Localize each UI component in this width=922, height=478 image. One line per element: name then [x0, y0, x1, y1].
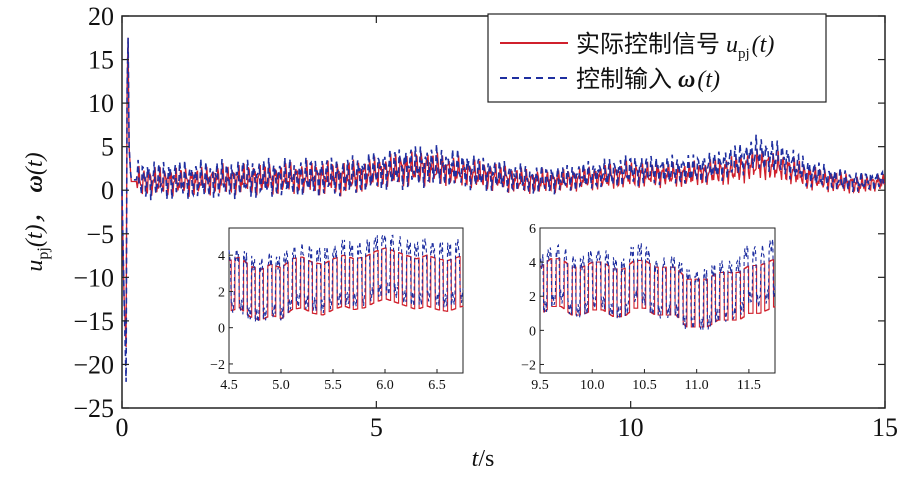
inset-y-tick-label: 0 — [529, 324, 536, 339]
y-tick-label: 10 — [88, 89, 114, 118]
y-tick-label: −25 — [73, 394, 114, 423]
y-tick-label: 0 — [101, 176, 114, 205]
inset-x-tick-label: 10.0 — [580, 378, 605, 393]
x-tick-label: 5 — [370, 413, 383, 442]
inset-y-tick-label: 0 — [218, 322, 225, 337]
x-axis-title: t/s — [472, 446, 495, 472]
inset-series-input — [539, 239, 776, 331]
x-tick-label: 0 — [116, 413, 129, 442]
inset-1-series-group — [228, 234, 464, 323]
inset-x-tick-label: 6.0 — [376, 378, 394, 393]
inset-2-ticks-group: 9.5 10.0 10.5 11.0 11.5 6 4 2 0 −2 — [521, 222, 761, 393]
y-axis-title: upj(t)，ω(t) — [22, 152, 52, 271]
y-tick-label: 5 — [101, 133, 114, 162]
inset-series-input — [228, 234, 464, 323]
inset-x-tick-label: 11.5 — [737, 378, 761, 393]
y-tick-label: 20 — [88, 2, 114, 31]
inset-x-tick-label: 11.0 — [685, 378, 709, 393]
y-tick-label: −5 — [86, 220, 114, 249]
inset-1-ticks-group: 4.5 5.0 5.5 6.0 6.5 4 2 0 −2 — [210, 249, 446, 393]
inset-plot-2: 9.5 10.0 10.5 11.0 11.5 6 4 2 0 −2 — [521, 222, 776, 393]
inset-x-tick-label: 4.5 — [220, 378, 238, 393]
legend: 实际控制信号 upj(t) 控制输入 ω(t) — [487, 13, 827, 103]
inset-plot-1: 4.5 5.0 5.5 6.0 6.5 4 2 0 −2 — [210, 227, 464, 393]
inset-y-tick-label: 6 — [529, 222, 536, 237]
legend-label-actual: 实际控制信号 upj(t) — [576, 31, 774, 62]
y-tick-label: 15 — [88, 46, 114, 75]
inset-x-tick-label: 6.5 — [428, 378, 446, 393]
inset-x-tick-label: 10.5 — [632, 378, 657, 393]
legend-label-input: 控制输入 ω(t) — [576, 66, 720, 93]
inset-y-tick-label: −2 — [521, 358, 536, 373]
inset-y-tick-label: −2 — [210, 358, 225, 373]
inset-x-tick-label: 9.5 — [531, 378, 549, 393]
inset-x-tick-label: 5.0 — [272, 378, 290, 393]
series-line-input — [121, 37, 886, 382]
inset-x-tick-label: 5.5 — [324, 378, 342, 393]
inset-2-series-group — [539, 239, 776, 331]
x-tick-label: 15 — [872, 413, 898, 442]
y-tick-label: −10 — [73, 263, 114, 292]
x-tick-label: 10 — [618, 413, 644, 442]
inset-y-tick-label: 4 — [529, 256, 536, 271]
legend-box — [487, 13, 827, 103]
inset-y-tick-label: 2 — [218, 285, 225, 300]
inset-y-tick-label: 2 — [529, 290, 536, 305]
main-series-group — [121, 37, 886, 382]
y-tick-label: −15 — [73, 307, 114, 336]
inset-y-tick-label: 4 — [218, 249, 225, 264]
y-tick-label: −20 — [73, 350, 114, 379]
